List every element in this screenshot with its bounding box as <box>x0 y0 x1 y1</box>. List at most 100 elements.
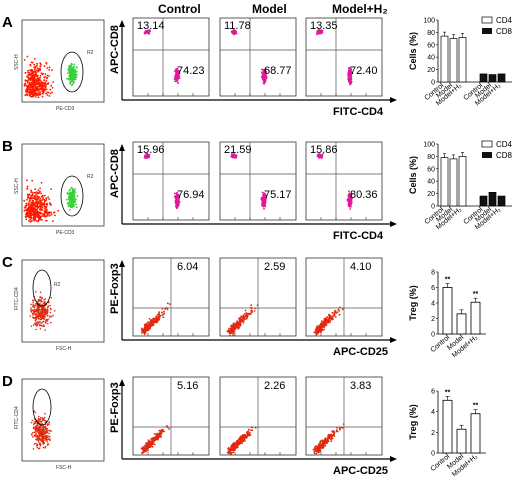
gate-ellipse <box>60 175 84 217</box>
quadrant-value-ul: 13.14 <box>137 20 165 32</box>
bar-cd4 <box>458 37 467 83</box>
x-axis-label: APC-CD25 <box>333 465 388 477</box>
quadrant-value-ul: 21.59 <box>224 144 252 156</box>
quadrant-value-lr: 68.77 <box>264 65 292 77</box>
gate-x-axis-label: FSC-H <box>56 346 72 352</box>
panel-letter: B <box>2 138 13 155</box>
bar-y-tick-label: 80 <box>427 154 435 161</box>
bar-y-tick-label: 60 <box>427 166 435 173</box>
column-header-control: Control <box>158 2 201 16</box>
figure-row-a: A R2 PE-CD3 SSC-H APC-CD8 FITC-CD4 13.14 74.23 1… <box>0 14 520 122</box>
gate-y-axis-label: SSC-H <box>14 178 20 194</box>
bar-y-tick-label: 6 <box>431 389 435 396</box>
bar-treg <box>456 313 467 335</box>
bar-y-tick-label: 0 <box>431 451 435 458</box>
bar-y-tick-label: 0 <box>431 80 435 87</box>
x-axis-label: FITC-CD4 <box>333 230 384 242</box>
bar-y-tick-label: 6 <box>431 285 435 292</box>
gate-label: R2 <box>54 282 61 288</box>
y-axis-label: PE-Foxp3 <box>109 382 121 433</box>
x-axis-label: FITC-CD4 <box>333 106 384 118</box>
bar-cd8 <box>497 195 506 207</box>
bar-y-axis-label: Treg (%) <box>408 404 418 440</box>
bar-cd4 <box>440 157 449 207</box>
gate-y-axis-label: FITC-CD4 <box>14 287 20 310</box>
bar-y-tick-label: 2 <box>431 316 435 323</box>
bar-cd8 <box>488 192 497 207</box>
bar-treg <box>470 413 481 454</box>
panel-letter: C <box>2 254 13 271</box>
gate-x-axis-label: PE-CD3 <box>56 106 75 112</box>
bar-y-tick-label: 2 <box>431 430 435 437</box>
figure-row-c: C R2 FSC-H FITC-CD4 PE-Foxp3 APC-CD25 6.04 2.59… <box>0 254 520 366</box>
bar-y-tick-label: 60 <box>427 42 435 49</box>
bar-y-tick-label: 4 <box>431 301 435 308</box>
legend-swatch-cd4 <box>481 140 493 148</box>
quadrant-value-ul: 13.35 <box>310 20 338 32</box>
panel-letter: A <box>2 14 13 31</box>
quadrant-value-lr: 75.17 <box>264 189 292 201</box>
gate-y-axis-label: FITC-CD4 <box>14 406 20 429</box>
quadrant-plot-1: 21.59 75.17 <box>219 141 297 221</box>
quadrant-value-ul: 15.96 <box>137 144 165 156</box>
column-header-model: Model <box>252 2 287 16</box>
bar-treg <box>456 428 467 454</box>
quadrant-plot-2: 4.10 <box>305 257 383 337</box>
legend-swatch-cd8 <box>482 152 492 158</box>
panel-letter: D <box>2 373 13 390</box>
gate-ellipse <box>32 269 52 307</box>
bar-y-tick-label: 20 <box>427 191 435 198</box>
quadrant-plot-1: 2.59 <box>219 257 297 337</box>
gate-y-axis-label: SSC-H <box>14 54 20 70</box>
significance-marker: ** <box>473 291 479 298</box>
legend-label-cd8: CD8 <box>496 27 513 36</box>
quadrant-value-ur: 2.59 <box>264 261 285 273</box>
gating-plot: FSC-H FITC-CD4 <box>14 378 105 471</box>
bar-y-axis-label: Cells (%) <box>408 32 418 70</box>
gate-label: R2 <box>87 50 94 56</box>
y-axis-label: APC-CD8 <box>109 149 121 198</box>
bar-y-tick-label: 4 <box>431 409 435 416</box>
gate-ellipse <box>60 51 84 93</box>
quadrant-value-ul: 15.86 <box>310 144 338 156</box>
quadrant-value-ur: 2.26 <box>264 380 285 392</box>
x-axis-label: APC-CD25 <box>333 346 388 358</box>
gating-plot: R2 FSC-H FITC-CD4 <box>14 259 105 352</box>
bar-cd8 <box>497 73 506 83</box>
quadrant-plot-1: 11.78 68.77 <box>219 17 297 97</box>
bar-y-tick-label: 100 <box>423 142 435 149</box>
axis-arrow: PE-Foxp3 APC-CD25 <box>109 260 397 358</box>
legend-label-cd4: CD4 <box>496 140 513 149</box>
bar-y-axis-label: Treg (%) <box>408 285 418 321</box>
significance-marker: ** <box>445 277 451 284</box>
bar-y-tick-label: 40 <box>427 179 435 186</box>
quadrant-plot-0: 13.14 74.23 <box>132 17 210 97</box>
quadrant-plot-0: 6.04 <box>132 257 210 337</box>
bar-cd8 <box>479 195 488 207</box>
gating-plot: R2 PE-CD3 SSC-H <box>14 19 105 112</box>
quadrant-plot-0: 15.96 76.94 <box>132 141 210 221</box>
bar-cd4 <box>449 38 458 83</box>
significance-marker: ** <box>473 403 479 410</box>
bar-y-tick-label: 0 <box>431 332 435 339</box>
bar-y-tick-label: 20 <box>427 67 435 74</box>
quadrant-plot-0: 5.16 <box>132 376 210 456</box>
quadrant-plot-2: 13.35 72.40 <box>305 17 383 97</box>
bar-treg <box>470 301 481 335</box>
bar-y-tick-label: 40 <box>427 55 435 62</box>
quadrant-value-lr: 80.36 <box>350 189 378 201</box>
column-header-model-h2: Model+H₂ <box>332 2 388 16</box>
bar-y-tick-label: 8 <box>431 270 435 277</box>
bar-treg <box>442 399 453 454</box>
quadrant-plot-1: 2.26 <box>219 376 297 456</box>
quadrant-value-ur: 5.16 <box>177 380 198 392</box>
quadrant-value-lr: 76.94 <box>177 189 205 201</box>
bar-y-tick-label: 0 <box>431 204 435 211</box>
quadrant-value-ul: 11.78 <box>224 20 251 32</box>
axis-arrow: APC-CD8 FITC-CD4 <box>109 20 397 118</box>
significance-marker: ** <box>445 389 451 396</box>
legend-label-cd4: CD4 <box>496 16 513 25</box>
